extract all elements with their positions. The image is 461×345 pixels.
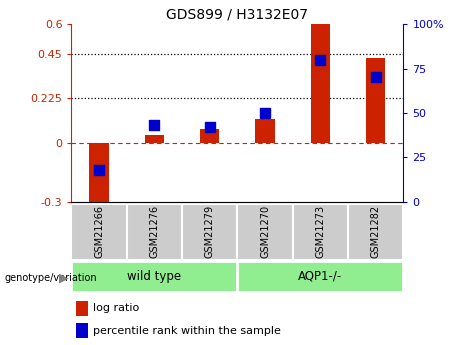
Bar [237,261,403,292]
Bar [293,204,348,260]
Text: GSM21273: GSM21273 [315,205,325,258]
Title: GDS899 / H3132E07: GDS899 / H3132E07 [166,8,308,22]
Text: GSM21279: GSM21279 [205,205,215,258]
Text: percentile rank within the sample: percentile rank within the sample [93,326,281,336]
Bar [71,261,237,292]
Text: ▶: ▶ [59,271,68,284]
Text: wild type: wild type [127,270,182,283]
Bar [348,204,403,260]
Point [317,57,324,62]
Point [206,125,213,130]
Text: genotype/variation: genotype/variation [5,273,97,283]
Text: GSM21270: GSM21270 [260,205,270,258]
Text: log ratio: log ratio [93,303,139,313]
Bar [237,204,293,260]
Point [372,75,379,80]
Bar [71,204,127,260]
Text: GSM21266: GSM21266 [94,205,104,258]
Text: AQP1-/-: AQP1-/- [298,270,343,283]
Bar [145,135,164,142]
Text: GSM21276: GSM21276 [149,205,160,258]
Point [261,110,269,116]
Bar [311,24,330,142]
Bar [127,204,182,260]
Bar [200,129,219,142]
Bar [77,323,88,338]
Point [95,167,103,172]
Bar [255,119,275,142]
Text: GSM21282: GSM21282 [371,205,381,258]
Bar [366,58,385,142]
Bar [89,142,109,206]
Bar [182,204,237,260]
Bar [77,300,88,316]
Point [151,123,158,128]
